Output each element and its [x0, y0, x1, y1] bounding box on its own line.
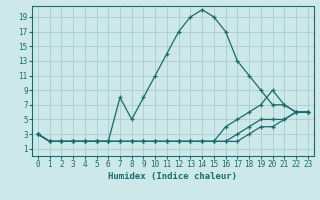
X-axis label: Humidex (Indice chaleur): Humidex (Indice chaleur): [108, 172, 237, 181]
